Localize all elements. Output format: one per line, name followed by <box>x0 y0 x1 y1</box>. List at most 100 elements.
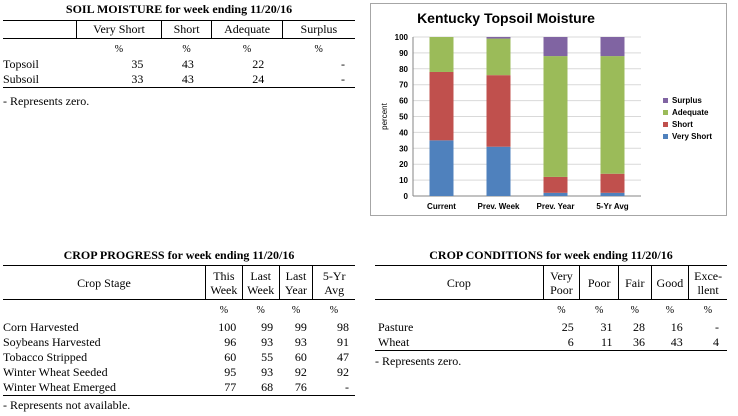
row-label: Pasture <box>378 320 414 334</box>
crop-progress-note: - Represents not available. <box>3 398 131 412</box>
unit-cell: % <box>630 304 639 316</box>
value-cell: 6 <box>543 335 580 351</box>
value-cell: 99 <box>261 320 274 334</box>
row-label: Subsoil <box>3 72 77 88</box>
value-cell: 43 <box>181 57 194 71</box>
y-tick-label: 80 <box>399 65 408 74</box>
column-header: Exce-llent <box>688 265 727 300</box>
row-label: Topsoil <box>3 57 39 71</box>
bar-segment <box>486 146 511 196</box>
x-tick-label: Prev. Week <box>478 202 521 211</box>
value-cell: 96 <box>224 335 237 349</box>
value-cell: 99 <box>294 320 307 334</box>
unit-cell: % <box>291 304 301 316</box>
table-row: Soybeans Harvested 96 93 93 91 <box>3 335 355 350</box>
y-tick-label: 20 <box>399 160 408 169</box>
value-cell: 31 <box>600 320 613 334</box>
row-label: Winter Wheat Emerged <box>3 380 206 396</box>
value-cell: - <box>282 72 355 88</box>
value-cell: 98 <box>337 320 349 334</box>
y-tick-label: 0 <box>404 192 409 201</box>
table-row: Corn Harvested 100 99 99 98 <box>3 320 355 335</box>
value-cell: 95 <box>224 365 237 379</box>
y-tick-label: 90 <box>399 49 408 58</box>
bar-segment <box>429 140 454 196</box>
unit-cell <box>375 300 543 321</box>
column-header: Poor <box>579 265 619 300</box>
crop-progress-title: CROP PROGRESS for week ending 11/20/16 <box>63 248 295 262</box>
unit-cell: % <box>557 304 566 316</box>
value-cell: 92 <box>294 365 307 379</box>
value-cell: 43 <box>161 72 212 88</box>
value-cell: 22 <box>252 57 265 71</box>
bar-segment <box>486 75 511 147</box>
column-header: Short <box>160 20 212 39</box>
bar-segment <box>429 37 454 72</box>
column-header: Surplus <box>281 20 355 39</box>
row-label: Corn Harvested <box>3 320 79 334</box>
value-cell: - <box>341 57 345 71</box>
crop-conditions-table: Crop Very Poor Poor Fair Good Exce-llent … <box>375 265 727 351</box>
y-tick-label: 70 <box>399 81 408 90</box>
bar-segment <box>600 56 625 174</box>
value-cell: 11 <box>579 335 619 351</box>
chart-plot: 0 10 20 30 40 50 60 70 80 90 100 percent Current Prev… <box>380 33 712 211</box>
row-label: Tobacco Stripped <box>3 350 88 364</box>
unit-cell: % <box>182 43 191 55</box>
value-cell: 60 <box>294 350 307 364</box>
legend-swatch <box>663 98 668 103</box>
bar-segment <box>600 173 625 193</box>
column-header: Very Poor <box>542 265 580 300</box>
unit-cell: % <box>665 304 675 316</box>
y-tick-label: 30 <box>399 144 408 153</box>
value-cell: 60 <box>224 350 237 364</box>
bar-segment <box>486 38 511 76</box>
table-row: Subsoil 33 43 24 - <box>3 72 355 88</box>
legend-label: Surplus <box>672 96 702 105</box>
x-tick-label: 5-Yr Avg <box>596 202 628 211</box>
column-header: This Week <box>204 265 243 300</box>
value-cell: - <box>715 320 719 334</box>
value-cell: 16 <box>670 320 683 334</box>
y-tick-label: 100 <box>395 33 409 42</box>
legend-swatch <box>663 134 668 139</box>
value-cell: 4 <box>688 335 727 351</box>
bar-segment <box>429 71 454 141</box>
soil-moisture-note: - Represents zero. <box>3 94 90 108</box>
unit-cell: % <box>595 304 604 316</box>
value-cell: 93 <box>294 335 307 349</box>
bar-segment <box>486 37 511 39</box>
unit-cell: % <box>329 304 339 316</box>
column-header: Good <box>650 265 689 300</box>
value-cell: 76 <box>279 380 313 396</box>
legend-swatch <box>663 122 668 127</box>
value-cell: 77 <box>205 380 243 396</box>
y-tick-label: 60 <box>399 97 408 106</box>
x-tick-label: Prev. Year <box>537 202 575 211</box>
unit-cell: % <box>114 43 124 55</box>
table-row: Winter Wheat Emerged 77 68 76 - <box>3 380 355 396</box>
value-cell: 35 <box>131 57 144 71</box>
unit-cell <box>3 39 77 58</box>
bar-segment <box>543 37 568 57</box>
crop-progress-table: Crop Stage This Week Last Week Last Year 5-… <box>3 265 355 396</box>
table-row: Topsoil 35 43 22 - <box>3 57 355 72</box>
crop-conditions-title: CROP CONDITIONS for week ending 11/20/16 <box>429 248 673 262</box>
column-header: Last Year <box>278 265 313 300</box>
value-cell: 92 <box>337 365 349 379</box>
unit-cell: % <box>703 304 713 316</box>
column-header: Crop <box>375 265 544 300</box>
y-axis-label: percent <box>380 102 389 129</box>
table-row: Wheat 6 11 36 43 4 <box>375 335 727 351</box>
row-label: Winter Wheat Seeded <box>3 365 108 379</box>
legend-swatch <box>663 110 668 115</box>
value-cell: 100 <box>218 320 237 334</box>
value-cell: 24 <box>211 72 283 88</box>
column-header: 5-Yr Avg <box>312 265 355 300</box>
x-tick-label: Current <box>427 202 456 211</box>
bar-segment <box>543 192 568 196</box>
column-header: Last Week <box>241 265 280 300</box>
value-cell: - <box>312 380 355 396</box>
table-row: Winter Wheat Seeded 95 93 92 92 <box>3 365 355 380</box>
unit-cell <box>3 300 205 321</box>
